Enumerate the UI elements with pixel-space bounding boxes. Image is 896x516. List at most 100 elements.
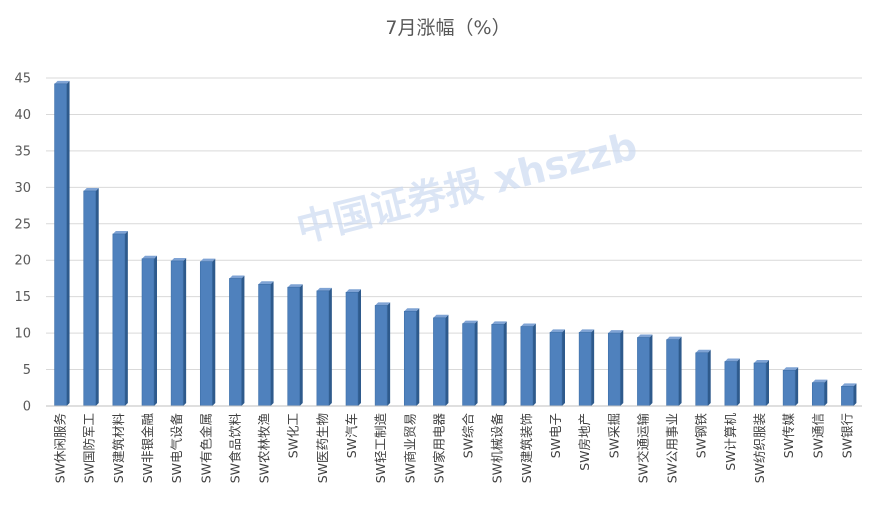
bar-side [328, 287, 332, 406]
bar-front [782, 369, 796, 407]
bar-side [795, 367, 799, 406]
bar [520, 323, 536, 407]
bar-front [578, 332, 592, 407]
bar-front [462, 323, 475, 407]
bar-front [112, 233, 126, 407]
bar-top [375, 302, 391, 306]
bar [549, 329, 565, 407]
bar-top [142, 255, 157, 259]
bar [782, 367, 799, 407]
bar [258, 281, 274, 407]
bar [54, 80, 70, 407]
x-category-label: SW钢铁 [694, 413, 709, 459]
bar [199, 258, 216, 407]
bar-side [445, 314, 449, 406]
bar-side [649, 334, 653, 406]
bar-front [491, 324, 505, 407]
bar-side [387, 302, 391, 406]
bar [229, 275, 245, 407]
bar-top [433, 314, 449, 318]
x-category-label: SW电子 [548, 413, 563, 458]
y-tick-label: 45 [14, 72, 31, 87]
bar-side [824, 379, 828, 406]
bar-front [199, 261, 213, 407]
bars [54, 80, 857, 407]
x-category-label: SW轻工制造 [373, 413, 388, 484]
bar-side [562, 329, 565, 406]
bar [345, 289, 361, 407]
bar-side [66, 80, 70, 406]
bar-top [462, 320, 478, 324]
bar-top [637, 334, 653, 338]
y-tick-label: 5 [23, 363, 31, 378]
bar-side [212, 258, 216, 406]
bar [170, 257, 187, 407]
bar-front [229, 278, 242, 407]
bar-front [287, 286, 301, 407]
bar-front [433, 317, 446, 407]
bar [753, 359, 769, 407]
y-tick-label: 30 [14, 181, 31, 196]
bar-front [724, 361, 738, 407]
bar-front [666, 339, 679, 407]
bar-side [241, 275, 245, 406]
bar [433, 314, 449, 407]
bar-top [200, 258, 216, 262]
bar [462, 320, 478, 407]
x-category-label: SW家用电器 [431, 413, 446, 484]
bar [607, 330, 624, 407]
bar-front [637, 337, 650, 407]
bar-side [299, 284, 303, 406]
bar-top [520, 323, 536, 327]
y-tick-label: 35 [14, 144, 31, 159]
x-category-label: SW交通运输 [635, 413, 650, 484]
bar-front [753, 362, 767, 407]
bar-side [358, 289, 361, 406]
bar-top [724, 358, 740, 362]
bar [841, 383, 857, 407]
bar-side [532, 323, 536, 406]
bar-top [54, 80, 70, 84]
x-category-label: SW电气设备 [169, 413, 184, 484]
x-category-label: SW综合 [461, 413, 476, 459]
bar-top [112, 230, 128, 234]
x-category-label: SW机械设备 [490, 413, 505, 484]
x-category-label: SW休闲服务 [53, 413, 68, 483]
x-category-label: SW采掘 [606, 413, 621, 458]
bar-front [316, 290, 330, 407]
bar-side [183, 257, 187, 406]
x-category-label: SW汽车 [344, 413, 359, 458]
bar-top [550, 329, 565, 333]
bar-side [416, 308, 420, 406]
x-category-label: SW银行 [839, 413, 854, 458]
bar-front [695, 352, 709, 407]
bar [578, 329, 595, 407]
x-category-label: SW计算机 [723, 413, 738, 471]
x-category-label: SW商业贸易 [402, 413, 417, 483]
bar-side [620, 330, 624, 406]
bar [112, 230, 128, 407]
bar-side [474, 320, 478, 406]
bar [637, 334, 653, 407]
bar-top [287, 284, 303, 288]
bar-front [83, 190, 97, 407]
bar-top [783, 367, 799, 371]
bar-side [124, 230, 128, 406]
x-category-label: SW非银金融 [140, 413, 155, 484]
bar-side [766, 359, 769, 406]
bar-top [316, 287, 332, 291]
bar [491, 321, 507, 407]
y-tick-label: 25 [14, 217, 31, 232]
bar-top [841, 383, 857, 387]
bar-front [811, 382, 825, 407]
bar-top [229, 275, 245, 279]
bar [374, 302, 391, 407]
bar-side [678, 336, 682, 406]
x-category-label: SW通信 [810, 413, 825, 458]
bar-top [666, 336, 682, 340]
bar-side [736, 358, 740, 406]
chart-title: 7月涨幅（%） [385, 17, 510, 39]
bar-top [491, 321, 507, 325]
